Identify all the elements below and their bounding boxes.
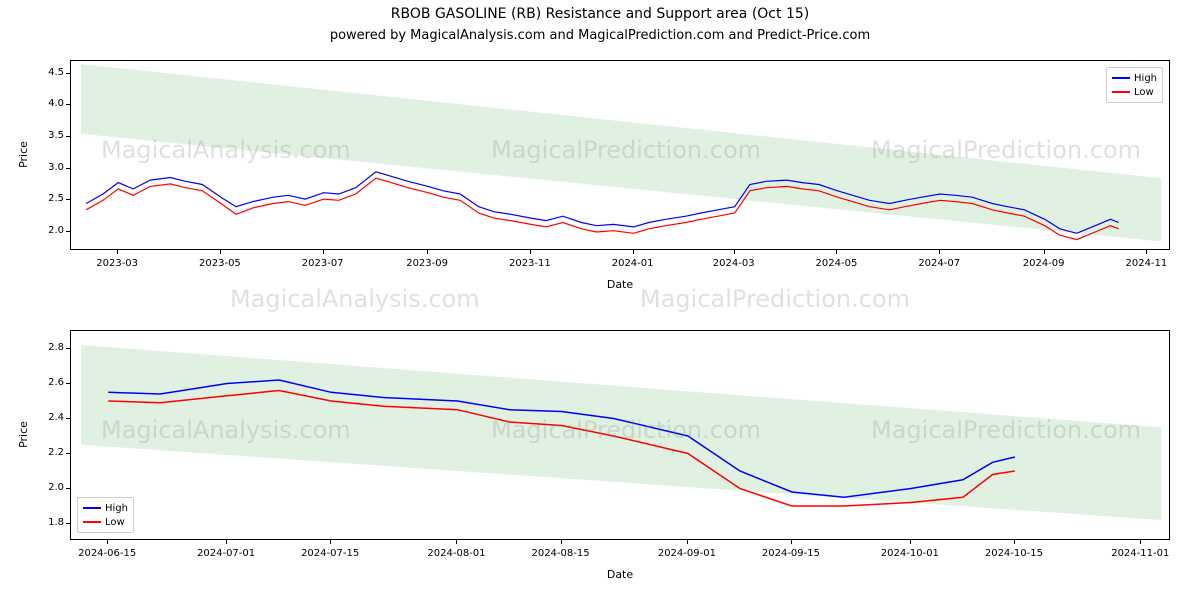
xtick-mark: [734, 250, 735, 254]
xtick-label: 2023-09: [387, 258, 467, 269]
xtick-label: 2023-05: [180, 258, 260, 269]
legend-swatch-low: [1112, 91, 1130, 93]
legend-swatch-high: [1112, 77, 1130, 79]
xtick-mark: [1146, 250, 1147, 254]
legend-item-low: Low: [83, 515, 128, 529]
chart-title: RBOB GASOLINE (RB) Resistance and Suppor…: [0, 6, 1200, 22]
ytick-mark: [66, 383, 70, 384]
legend-label-high: High: [105, 503, 128, 514]
chart1-ylabel: Price: [17, 141, 30, 168]
ytick-mark: [66, 199, 70, 200]
chart1-xlabel: Date: [70, 278, 1170, 291]
legend-item-high: High: [83, 501, 128, 515]
xtick-mark: [1140, 540, 1141, 544]
ytick-mark: [66, 418, 70, 419]
chart2-legend: High Low: [77, 497, 134, 533]
chart2-support-resistance-band: [81, 345, 1161, 520]
xtick-label: 2024-07-15: [290, 548, 370, 559]
xtick-mark: [910, 540, 911, 544]
ytick-label: 2.0: [32, 225, 64, 236]
ytick-label: 2.0: [32, 482, 64, 493]
ytick-label: 3.0: [32, 162, 64, 173]
xtick-mark: [330, 540, 331, 544]
ytick-mark: [66, 168, 70, 169]
ytick-label: 4.5: [32, 67, 64, 78]
xtick-label: 2024-10-01: [870, 548, 950, 559]
chart-subtitle: powered by MagicalAnalysis.com and Magic…: [0, 28, 1200, 43]
xtick-mark: [1014, 540, 1015, 544]
xtick-mark: [323, 250, 324, 254]
legend-label-low: Low: [105, 517, 125, 528]
ytick-label: 4.0: [32, 98, 64, 109]
xtick-mark: [226, 540, 227, 544]
xtick-label: 2024-09: [1004, 258, 1084, 269]
xtick-label: 2024-01: [593, 258, 673, 269]
xtick-label: 2024-07: [899, 258, 979, 269]
xtick-label: 2023-03: [77, 258, 157, 269]
legend-label-low: Low: [1134, 87, 1154, 98]
xtick-label: 2024-07-01: [186, 548, 266, 559]
xtick-mark: [939, 250, 940, 254]
xtick-mark: [456, 540, 457, 544]
ytick-label: 2.6: [32, 377, 64, 388]
chart2-ylabel: Price: [17, 421, 30, 448]
xtick-mark: [1044, 250, 1045, 254]
ytick-mark: [66, 136, 70, 137]
xtick-mark: [107, 540, 108, 544]
xtick-label: 2024-08-15: [521, 548, 601, 559]
xtick-label: 2024-11: [1106, 258, 1186, 269]
ytick-label: 1.8: [32, 517, 64, 528]
xtick-mark: [220, 250, 221, 254]
chart2-xlabel: Date: [70, 568, 1170, 581]
xtick-label: 2023-11: [490, 258, 570, 269]
legend-swatch-high: [83, 507, 101, 509]
ytick-mark: [66, 453, 70, 454]
xtick-label: 2024-09-01: [647, 548, 727, 559]
ytick-label: 2.4: [32, 412, 64, 423]
legend-swatch-low: [83, 521, 101, 523]
ytick-mark: [66, 104, 70, 105]
xtick-mark: [633, 250, 634, 254]
chart2-plot-area: MagicalAnalysis.com MagicalPrediction.co…: [70, 330, 1170, 540]
ytick-mark: [66, 488, 70, 489]
ytick-label: 2.2: [32, 447, 64, 458]
chart1-legend: High Low: [1106, 67, 1163, 103]
xtick-label: 2024-09-15: [751, 548, 831, 559]
xtick-mark: [791, 540, 792, 544]
xtick-label: 2024-10-15: [974, 548, 1054, 559]
ytick-mark: [66, 523, 70, 524]
ytick-label: 2.5: [32, 193, 64, 204]
xtick-mark: [427, 250, 428, 254]
xtick-mark: [687, 540, 688, 544]
xtick-label: 2024-05: [796, 258, 876, 269]
chart1-plot-area: MagicalAnalysis.com MagicalPrediction.co…: [70, 60, 1170, 250]
chart1-support-resistance-band: [81, 64, 1161, 241]
legend-item-high: High: [1112, 71, 1157, 85]
xtick-label: 2024-11-01: [1100, 548, 1180, 559]
xtick-mark: [530, 250, 531, 254]
ytick-mark: [66, 231, 70, 232]
xtick-mark: [117, 250, 118, 254]
legend-label-high: High: [1134, 73, 1157, 84]
ytick-mark: [66, 73, 70, 74]
ytick-label: 3.5: [32, 130, 64, 141]
xtick-mark: [561, 540, 562, 544]
xtick-label: 2024-06-15: [67, 548, 147, 559]
xtick-label: 2024-03: [694, 258, 774, 269]
xtick-label: 2023-07: [283, 258, 363, 269]
ytick-label: 2.8: [32, 342, 64, 353]
legend-item-low: Low: [1112, 85, 1157, 99]
xtick-mark: [836, 250, 837, 254]
ytick-mark: [66, 348, 70, 349]
xtick-label: 2024-08-01: [416, 548, 496, 559]
